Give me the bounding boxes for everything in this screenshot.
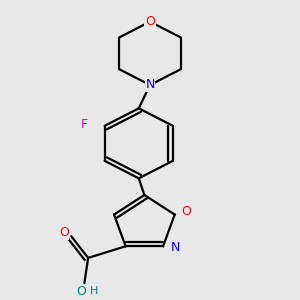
Text: N: N — [145, 79, 155, 92]
Text: O: O — [59, 226, 69, 239]
Text: F: F — [80, 118, 88, 131]
Text: N: N — [170, 242, 180, 254]
Text: O: O — [181, 205, 191, 218]
Text: O: O — [145, 15, 155, 28]
Text: O: O — [76, 285, 86, 298]
Text: H: H — [90, 286, 98, 296]
